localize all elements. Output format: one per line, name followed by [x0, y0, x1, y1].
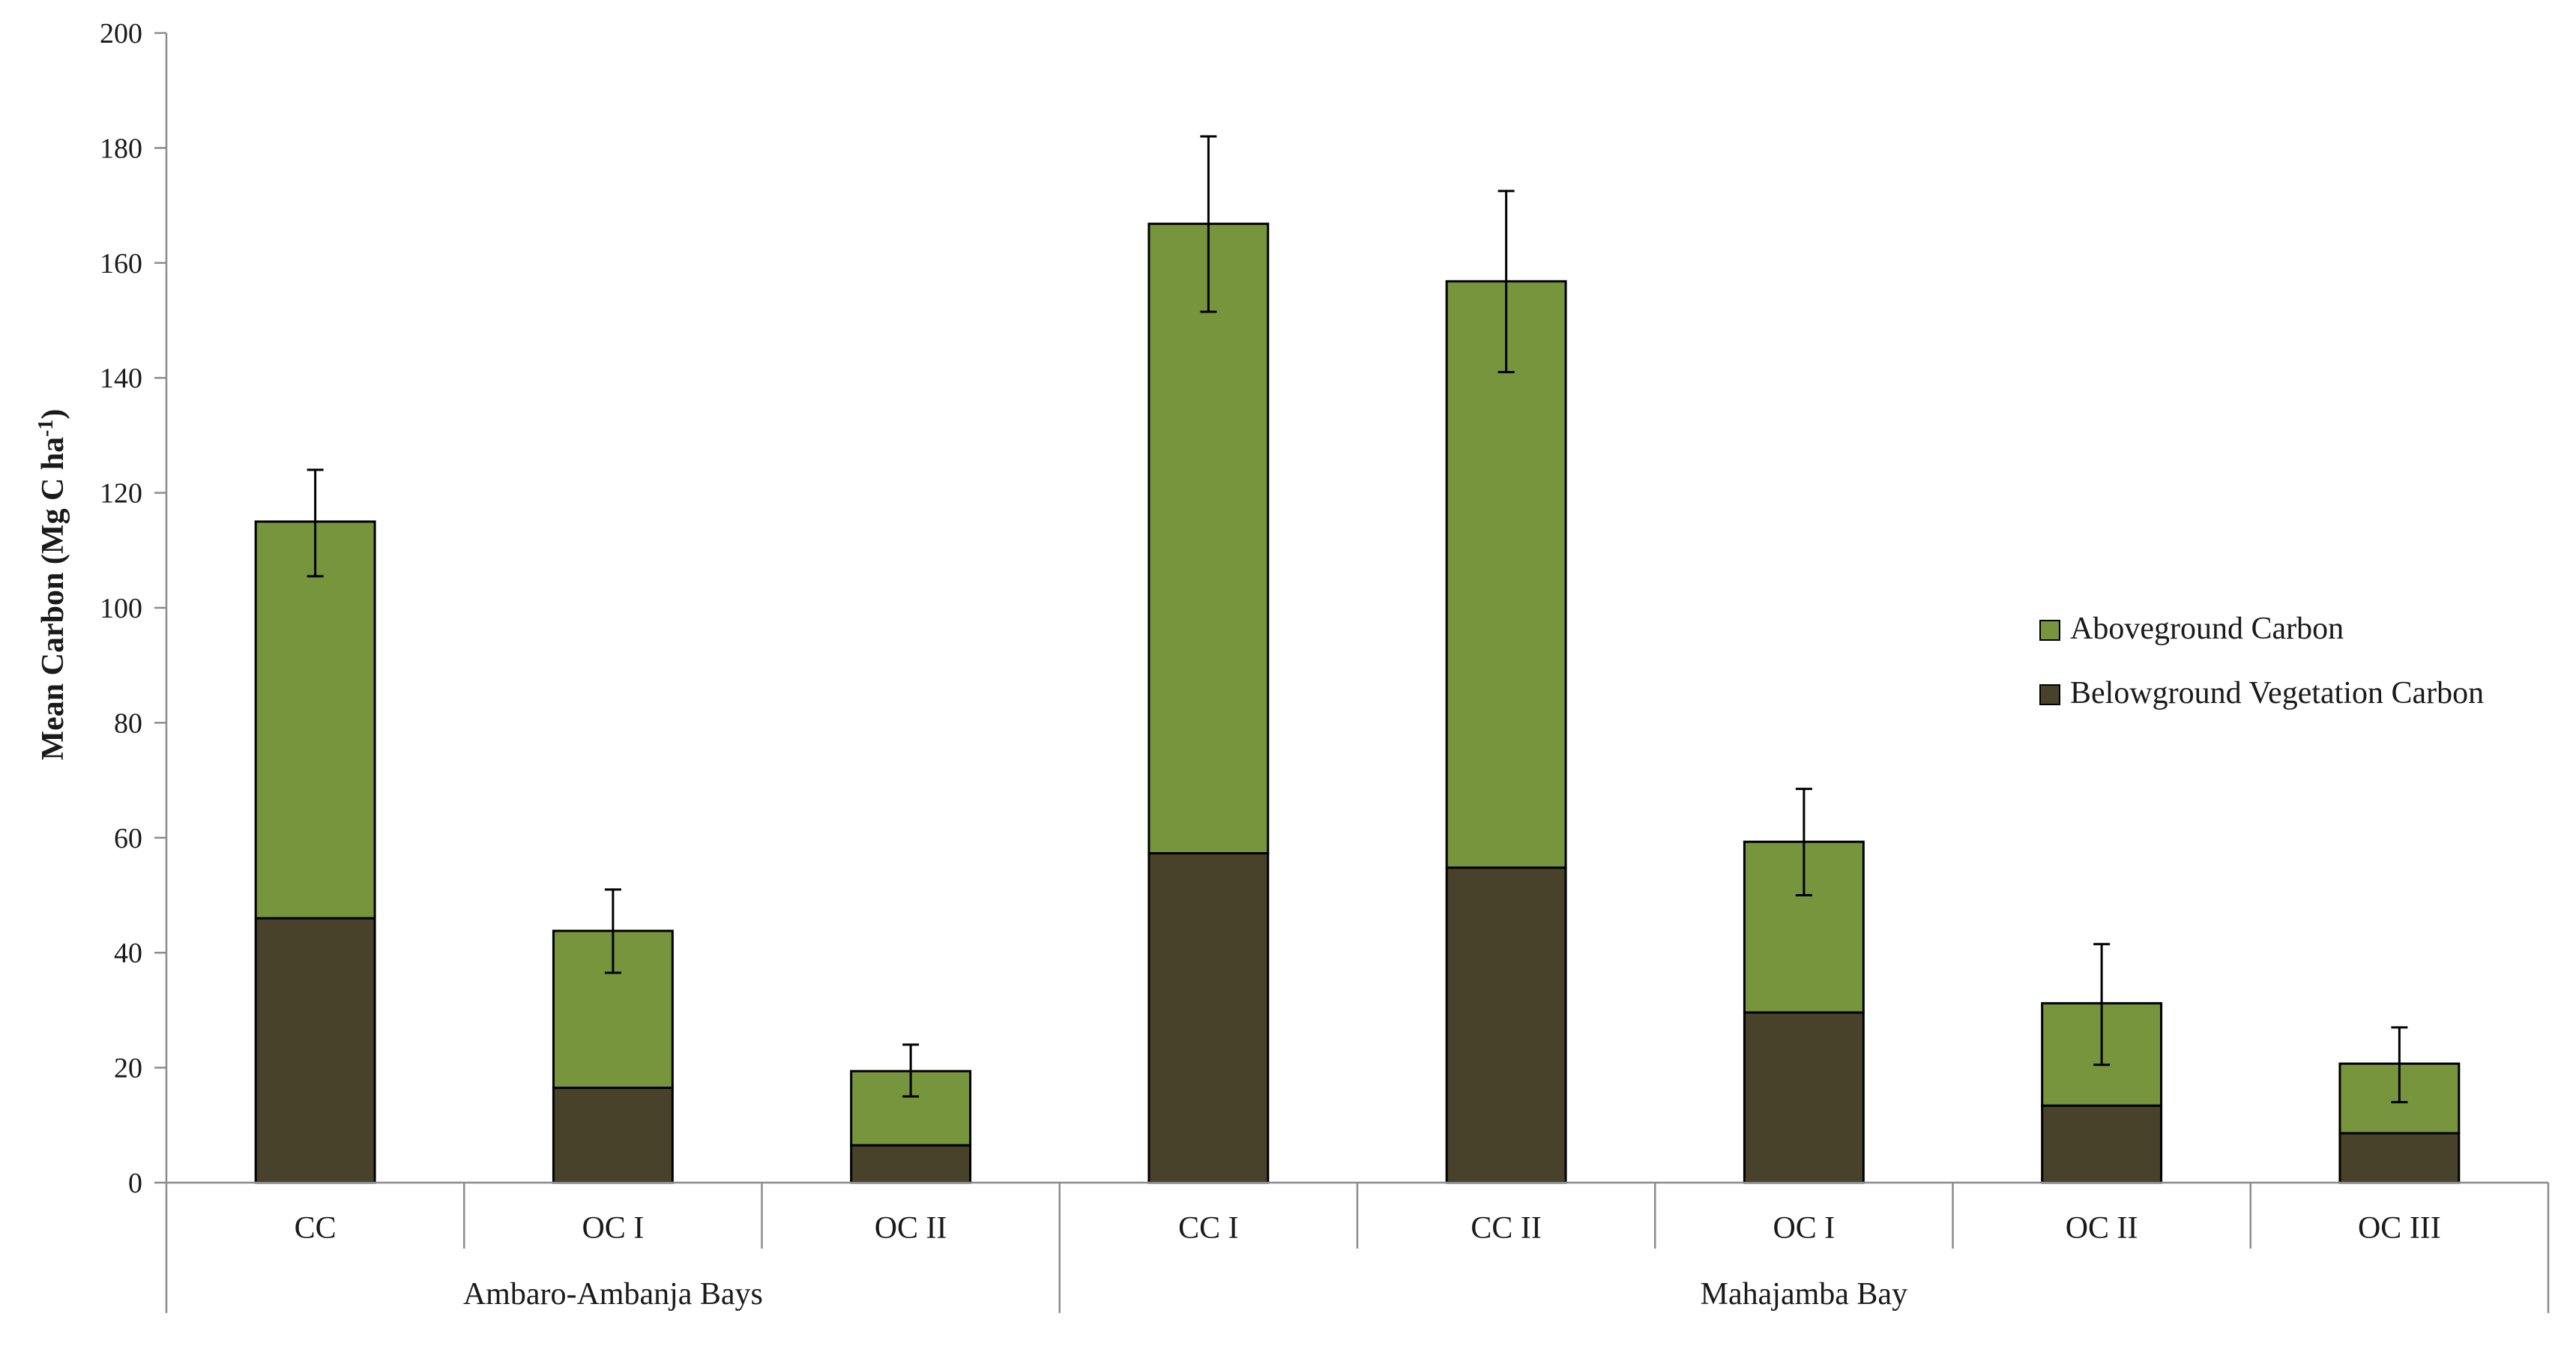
bar-aboveground-4: [1445, 280, 1567, 869]
bar-belowground-3: [1147, 852, 1270, 1184]
y-tick-label: 0: [128, 1168, 142, 1199]
category-label: OC III: [2358, 1211, 2441, 1246]
category-label: CC II: [1471, 1211, 1542, 1246]
bars: [254, 223, 2461, 1184]
y-tick-label: 20: [114, 1053, 142, 1084]
y-tick-label: 40: [114, 938, 142, 969]
category-label: OC II: [875, 1211, 947, 1246]
legend: Aboveground Carbon Belowground Vegetation…: [2039, 612, 2484, 710]
bar-belowground-0: [254, 917, 376, 1184]
y-tick-label: 80: [114, 707, 142, 739]
y-axis: 0 20 40 60 80 100 120 140 160 180 200: [100, 18, 168, 1199]
category-label: CC I: [1178, 1211, 1239, 1246]
bar-belowground-7: [2338, 1132, 2461, 1184]
bar-aboveground-0: [254, 520, 376, 920]
bar-belowground-6: [2041, 1104, 2163, 1184]
bar-belowground-4: [1445, 866, 1567, 1184]
category-label: OC I: [582, 1211, 644, 1246]
group-label: Mahajamba Bay: [1701, 1277, 1907, 1312]
legend-swatch-belowground: [2039, 684, 2060, 705]
bar-aboveground-3: [1147, 223, 1270, 855]
legend-swatch-aboveground: [2039, 620, 2060, 641]
category-label: OC II: [2066, 1211, 2138, 1246]
y-axis-label: Mean Carbon (Mg C ha-1): [34, 409, 70, 761]
bar-belowground-5: [1743, 1011, 1865, 1184]
legend-label: Aboveground Carbon: [2070, 612, 2344, 646]
x-axis: CC OC I OC II CC I CC II OC I OC II OC III Ambar…: [165, 1181, 2550, 1313]
y-tick-label: 120: [100, 478, 142, 510]
category-label: OC I: [1773, 1211, 1835, 1246]
y-tick-label: 200: [100, 18, 142, 49]
group-label: Ambaro-Ambanja Bays: [463, 1277, 763, 1312]
error-bars: [307, 135, 2408, 1104]
y-tick-label: 140: [100, 363, 142, 394]
y-tick-label: 180: [100, 133, 142, 164]
bar-belowground-2: [850, 1144, 972, 1184]
y-tick-label: 160: [100, 248, 142, 280]
legend-label: Belowground Vegetation Carbon: [2070, 676, 2484, 710]
y-tick-label: 100: [100, 593, 142, 624]
y-tick-label: 60: [114, 823, 142, 854]
bar-belowground-1: [552, 1086, 674, 1184]
category-label: CC: [295, 1211, 337, 1246]
